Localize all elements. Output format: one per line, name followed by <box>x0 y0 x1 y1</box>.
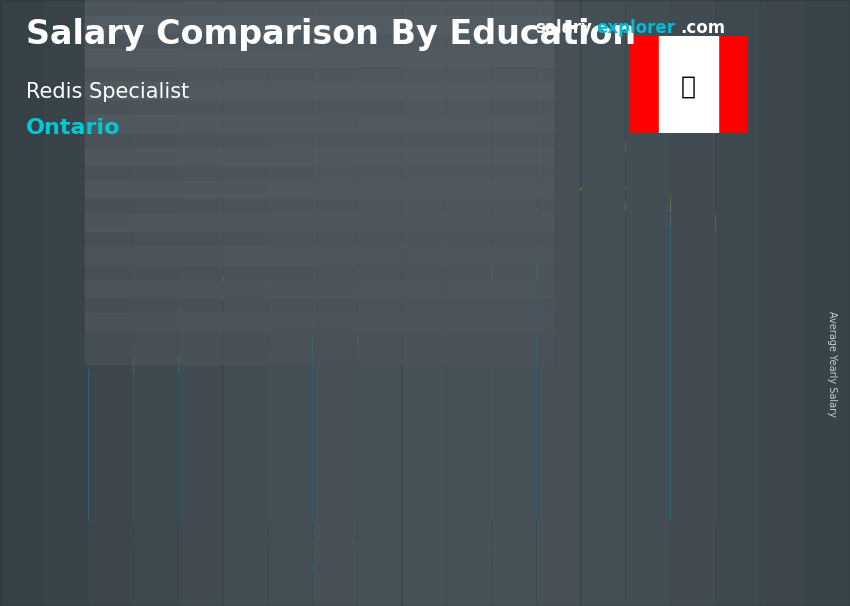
Bar <box>718 36 748 133</box>
Bar <box>581 0 624 606</box>
Bar <box>85 280 552 330</box>
Bar <box>403 0 445 606</box>
Text: Average Yearly Salary: Average Yearly Salary <box>827 311 837 416</box>
Polygon shape <box>627 229 717 521</box>
Bar <box>85 181 552 231</box>
Bar <box>85 313 552 364</box>
Bar <box>134 0 177 606</box>
Polygon shape <box>88 358 190 371</box>
Text: 102,000 CAD: 102,000 CAD <box>250 323 350 338</box>
Text: 89,200 CAD: 89,200 CAD <box>70 345 161 359</box>
Polygon shape <box>448 279 468 521</box>
Bar <box>85 214 552 264</box>
Bar <box>0 0 42 606</box>
Text: 🍁: 🍁 <box>681 75 696 99</box>
Bar <box>269 0 311 606</box>
Text: Ontario: Ontario <box>26 118 120 138</box>
Bar <box>85 48 552 99</box>
Polygon shape <box>268 350 358 521</box>
Bar <box>85 82 552 132</box>
Polygon shape <box>627 229 648 521</box>
Polygon shape <box>538 266 550 521</box>
Text: explorer: explorer <box>597 19 676 38</box>
Bar <box>85 115 552 165</box>
Text: salary: salary <box>536 19 592 38</box>
Bar <box>179 0 222 606</box>
Polygon shape <box>268 350 287 521</box>
Bar <box>313 0 355 606</box>
Bar <box>805 0 847 606</box>
Text: Redis Specialist: Redis Specialist <box>26 82 189 102</box>
Polygon shape <box>178 358 190 521</box>
Bar <box>89 0 132 606</box>
Text: +14%: +14% <box>176 266 270 294</box>
Polygon shape <box>88 371 108 521</box>
Bar <box>358 0 400 606</box>
Bar <box>447 0 490 606</box>
Bar <box>659 36 718 133</box>
Bar <box>224 0 266 606</box>
Polygon shape <box>358 336 371 521</box>
Bar <box>629 36 659 133</box>
Text: Salary Comparison By Education: Salary Comparison By Education <box>26 18 636 51</box>
Bar <box>492 0 535 606</box>
Text: +41%: +41% <box>355 186 450 214</box>
Bar <box>85 148 552 198</box>
Bar <box>716 0 758 606</box>
Bar <box>671 0 713 606</box>
Polygon shape <box>448 266 550 279</box>
Polygon shape <box>717 215 730 521</box>
Text: +21%: +21% <box>536 131 630 159</box>
Bar <box>85 0 552 33</box>
Bar <box>85 16 552 66</box>
Bar <box>85 247 552 298</box>
Text: 144,000 CAD: 144,000 CAD <box>424 253 524 267</box>
Polygon shape <box>88 371 178 521</box>
Bar <box>761 0 803 606</box>
Text: 174,000 CAD: 174,000 CAD <box>609 202 710 217</box>
Bar <box>45 0 88 606</box>
Bar <box>626 0 669 606</box>
Text: .com: .com <box>680 19 725 38</box>
Polygon shape <box>627 215 730 229</box>
Polygon shape <box>268 336 371 350</box>
Bar <box>537 0 580 606</box>
Polygon shape <box>448 279 538 521</box>
